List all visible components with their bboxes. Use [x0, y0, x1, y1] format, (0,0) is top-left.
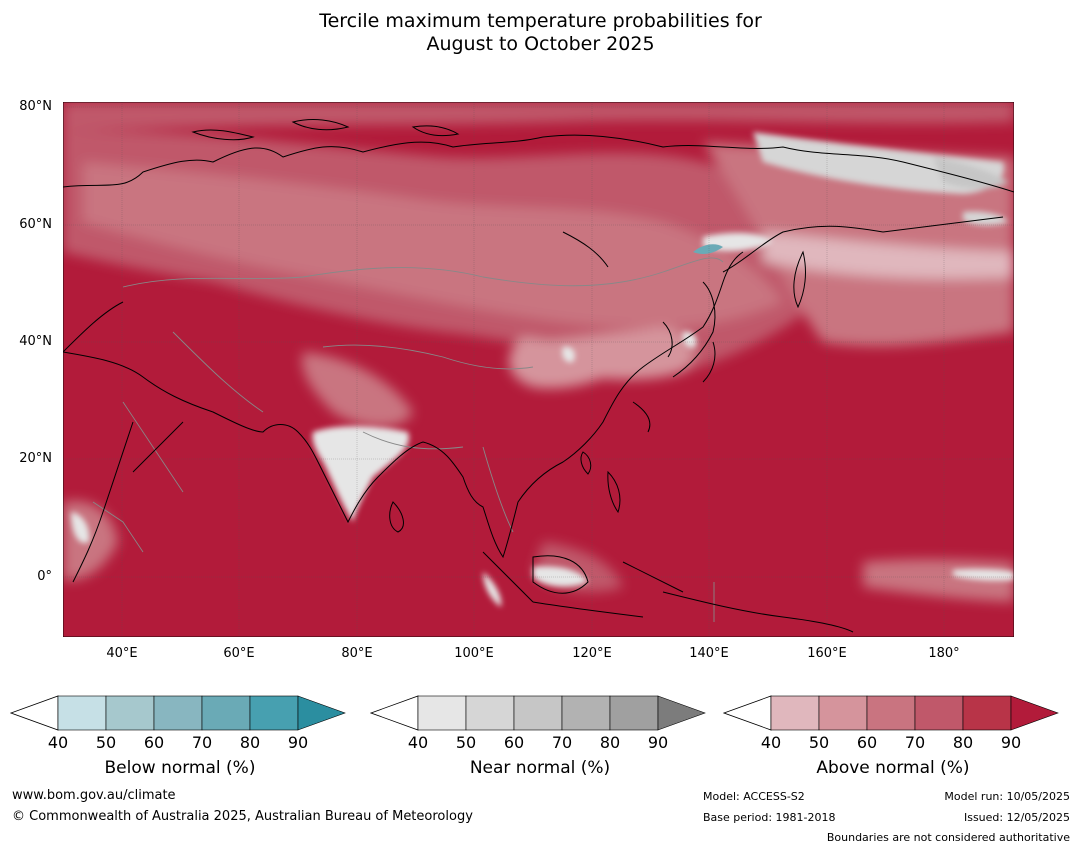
colorbar-below-title: Below normal (%) — [104, 758, 256, 778]
tick-label: 50 — [95, 733, 117, 752]
colorbar-swatch — [201, 695, 251, 731]
tick-label: 60 — [503, 733, 525, 752]
below-normal-patch — [693, 244, 723, 255]
tick-label: 90 — [287, 733, 309, 752]
colorbar-below-ticks: 40 50 60 70 80 90 — [10, 733, 350, 753]
lat-label-60n: 60°N — [19, 217, 52, 232]
colorbar-above-swatches — [770, 695, 1059, 731]
lon-label-160e: 160°E — [807, 646, 847, 661]
tick-label: 60 — [143, 733, 165, 752]
model-run-text: Model run: 10/05/2025 — [944, 790, 1070, 803]
lat-label-0: 0° — [37, 569, 52, 584]
colorbar-above-normal — [723, 695, 1059, 731]
tick-label: 40 — [760, 733, 782, 752]
colorbar-below-normal — [10, 695, 346, 731]
model-text: Model: ACCESS-S2 — [703, 790, 805, 803]
lon-label-100e: 100°E — [454, 646, 494, 661]
colorbar-swatch — [105, 695, 155, 731]
lat-label-80n: 80°N — [19, 99, 52, 114]
tick-label: 50 — [455, 733, 477, 752]
lon-label-120e: 120°E — [572, 646, 612, 661]
lon-label-140e: 140°E — [689, 646, 729, 661]
colorbar-near-normal — [370, 695, 706, 731]
colorbar-swatch — [153, 695, 203, 731]
colorbar-extend-arrow — [297, 695, 346, 731]
colorbar-extend-arrow — [657, 695, 706, 731]
colorbar-swatch — [465, 695, 515, 731]
colorbar-near-ticks: 40 50 60 70 80 90 — [370, 733, 710, 753]
tick-label: 40 — [407, 733, 429, 752]
colorbar-near-swatches — [417, 695, 706, 731]
colorbar-swatch — [561, 695, 611, 731]
lat-label-40n: 40°N — [19, 334, 52, 349]
lon-label-80e: 80°E — [341, 646, 373, 661]
colorbar-above-ticks: 40 50 60 70 80 90 — [723, 733, 1063, 753]
tick-label: 50 — [808, 733, 830, 752]
website-link[interactable]: www.bom.gov.au/climate — [12, 788, 176, 803]
colorbar-swatch — [914, 695, 964, 731]
colorbar-extend-arrow — [1010, 695, 1059, 731]
colorbar-swatch — [57, 695, 107, 731]
tick-label: 80 — [599, 733, 621, 752]
tick-label: 60 — [856, 733, 878, 752]
tick-label: 80 — [239, 733, 261, 752]
tick-label: 40 — [47, 733, 69, 752]
colorbar-near-title: Near normal (%) — [469, 758, 611, 778]
base-period-text: Base period: 1981-2018 — [703, 811, 836, 824]
tick-label: 80 — [952, 733, 974, 752]
disclaimer-text: Boundaries are not considered authoritat… — [826, 831, 1070, 844]
colorbar-swatch — [770, 695, 820, 731]
lon-label-180: 180° — [928, 646, 960, 661]
colorbar-swatch — [249, 695, 299, 731]
coastlines — [63, 119, 1014, 633]
tick-label: 70 — [191, 733, 213, 752]
colorbar-swatch — [866, 695, 916, 731]
colorbar-swatch — [417, 695, 467, 731]
tick-label: 90 — [647, 733, 669, 752]
copyright-text: © Commonwealth of Australia 2025, Austra… — [12, 809, 473, 824]
map-title: Tercile maximum temperature probabilitie… — [0, 10, 1081, 56]
country-boundaries — [92, 257, 724, 622]
issued-text: Issued: 12/05/2025 — [963, 811, 1070, 824]
colorbar-below-swatches — [57, 695, 346, 731]
colorbar-swatch — [513, 695, 563, 731]
graticule — [63, 102, 1014, 637]
tick-label: 70 — [904, 733, 926, 752]
probability-map — [63, 102, 1014, 637]
lon-label-60e: 60°E — [223, 646, 255, 661]
colorbar-swatch — [818, 695, 868, 731]
colorbar-swatch — [962, 695, 1012, 731]
lat-label-20n: 20°N — [19, 451, 52, 466]
above-normal-shading — [63, 102, 1014, 602]
colorbar-swatch — [609, 695, 659, 731]
lon-label-40e: 40°E — [106, 646, 138, 661]
title-line-1: Tercile maximum temperature probabilitie… — [319, 10, 762, 32]
title-line-2: August to October 2025 — [426, 33, 655, 55]
colorbar-above-title: Above normal (%) — [816, 758, 970, 778]
tick-label: 90 — [1000, 733, 1022, 752]
tick-label: 70 — [551, 733, 573, 752]
